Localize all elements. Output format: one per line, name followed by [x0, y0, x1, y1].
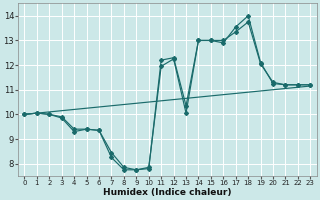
X-axis label: Humidex (Indice chaleur): Humidex (Indice chaleur) — [103, 188, 232, 197]
